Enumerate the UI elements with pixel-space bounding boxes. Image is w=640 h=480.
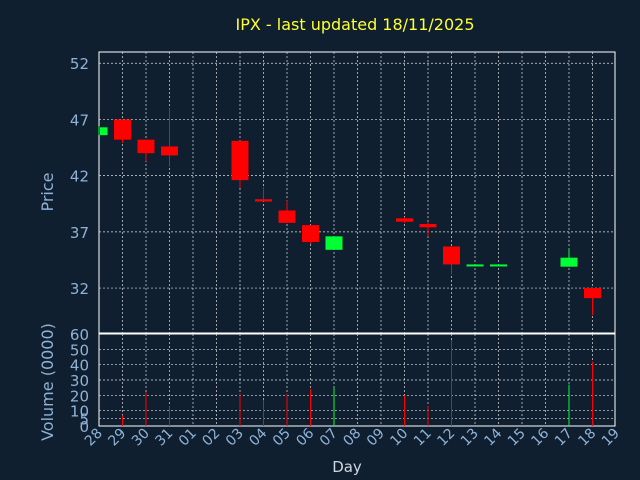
x-tick-label: 16 [528,425,552,449]
x-axis-ticks: 28 29 30 31 01 02 03 04 05 06 07 08 09 10 11 12 13 14 15 16… [82,425,623,449]
candle-body [466,264,484,267]
candle-body [100,127,108,136]
x-tick-label: 19 [599,426,623,450]
x-tick-label: 01 [176,426,200,450]
candle-body [419,223,437,228]
candle-body [278,210,296,223]
volume-grid [99,334,615,426]
volume-tick-label: 20 [70,387,89,405]
price-panel-frame [98,51,616,334]
x-tick-label: 04 [246,425,270,449]
x-tick-label: 14 [481,425,505,449]
candle-body [114,119,131,140]
price-tick-label: 32 [70,280,89,298]
candle [584,288,601,316]
x-tick-label: 11 [411,426,435,450]
x-tick-label: 31 [152,426,176,450]
candle [396,217,413,223]
x-axis-label: Day [332,458,362,476]
price-grid [99,52,615,333]
candle [114,119,131,144]
price-tick-label: 47 [70,111,89,129]
candle [137,139,155,162]
price-tick-label: 52 [70,55,89,73]
x-tick-label: 17 [552,426,576,450]
x-tick-label: 08 [340,426,364,450]
volume-tick-label: 50 [70,341,89,359]
volume-tick-label: 5 [79,410,89,428]
candle-body [231,140,249,181]
candle [161,108,178,167]
candle [231,140,249,189]
x-tick-label: 12 [434,426,458,450]
candle-body [325,236,343,250]
candle-body [584,288,601,299]
x-tick-label: 15 [505,426,529,450]
candle-body [396,218,413,222]
x-tick-label: 29 [105,426,129,450]
candle [278,200,296,223]
price-tick-label: 42 [70,168,89,186]
price-axis-ticks: 32 37 42 47 52 [70,55,89,298]
candle-body [137,139,155,154]
candles [98,108,601,316]
candle-body [302,225,319,242]
x-tick-label: 06 [293,425,317,449]
x-tick-label: 30 [129,426,153,450]
candle [325,236,343,250]
volume-tick-label: 10 [70,403,89,421]
volume-axis-label: Volume (0000) [38,323,57,441]
x-tick-label: 02 [199,426,223,450]
candle [255,186,272,202]
candle [302,225,319,245]
x-tick-label: 05 [270,426,294,450]
candle [490,264,507,267]
x-tick-label: 09 [364,426,388,450]
candle [443,246,460,275]
candle-body [560,257,578,267]
x-tick-label: 13 [458,426,482,450]
price-axis-label: Price [38,172,57,211]
x-tick-label: 07 [317,426,341,450]
candle-body [443,246,460,265]
x-tick-label: 10 [387,426,411,450]
chart-title: IPX - last updated 18/11/2025 [235,15,474,34]
candle [419,221,437,237]
volume-bars [122,340,593,426]
volume-tick-label: 40 [70,357,89,375]
candle [466,264,484,267]
volume-tick-label: 0 [79,418,89,436]
price-panel: 32 37 42 47 52 [70,51,616,334]
candle [98,126,108,136]
x-tick-label: 18 [575,426,599,450]
candle [560,248,578,267]
candle-body [490,264,507,267]
volume-tick-label: 30 [70,372,89,390]
candle-body [255,199,272,202]
price-tick-label: 37 [70,224,89,242]
volume-tick-label: 60 [70,326,89,344]
candle-body [161,146,178,156]
x-tick-label: 03 [223,426,247,450]
